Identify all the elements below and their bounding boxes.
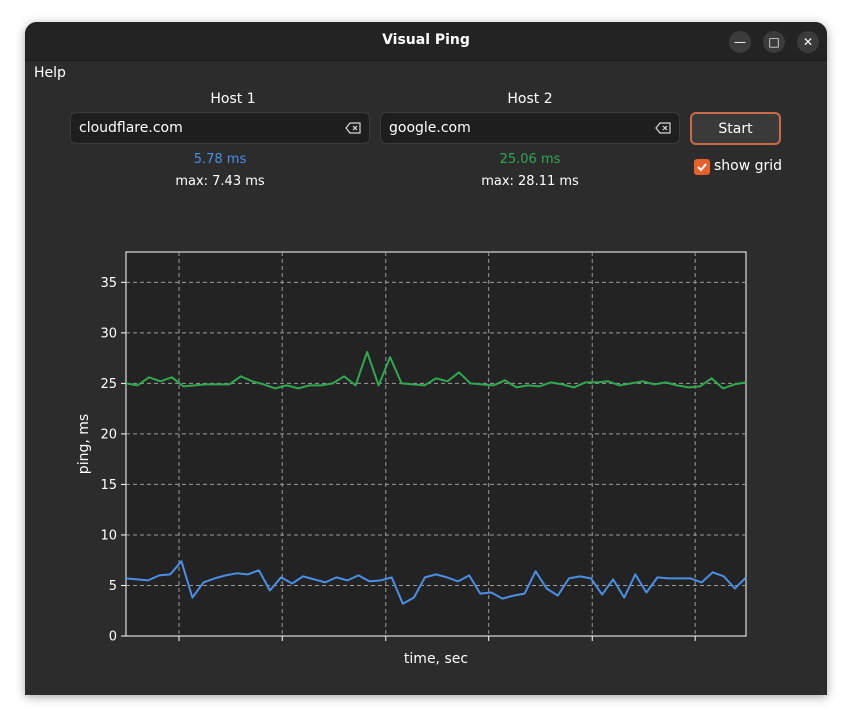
clear-icon[interactable]	[345, 122, 361, 134]
close-button[interactable]: ✕	[797, 31, 819, 53]
y-tick-label: 5	[109, 579, 117, 594]
plot-area	[125, 251, 747, 637]
maximize-button[interactable]: □	[763, 31, 785, 53]
y-axis-label: ping, ms	[76, 414, 92, 474]
menubar: Help	[25, 61, 827, 87]
check-icon	[697, 163, 707, 172]
host1-current-ping: 5.78 ms	[193, 152, 247, 167]
clear-icon[interactable]	[655, 122, 671, 134]
host1-max-ping: max: 7.43 ms	[175, 174, 265, 189]
y-tick-label: 20	[100, 427, 117, 442]
y-tick-label: 30	[100, 326, 117, 341]
host1-label: Host 1	[210, 91, 256, 107]
host2-current-ping: 25.06 ms	[499, 152, 561, 167]
host1-input[interactable]	[79, 117, 329, 139]
menu-help[interactable]: Help	[34, 65, 66, 81]
x-axis-label: time, sec	[404, 651, 468, 667]
host2-entry[interactable]	[380, 112, 680, 144]
host1-entry[interactable]	[70, 112, 370, 144]
y-tick-label: 0	[109, 630, 117, 645]
y-tick-label: 25	[100, 377, 117, 392]
show-grid-checkbox[interactable]	[694, 159, 710, 175]
y-tick-label: 15	[100, 478, 117, 493]
host2-label: Host 2	[507, 91, 553, 107]
minimize-button[interactable]: —	[729, 31, 751, 53]
show-grid-label: show grid	[714, 158, 783, 174]
app-window: Visual Ping — □ ✕ Help Host 1 Host 2 5.7…	[25, 22, 827, 695]
ping-chart: 0 5 10 15 20 25 30 35 time, sec ping, ms	[76, 251, 747, 667]
host2-input[interactable]	[389, 117, 639, 139]
y-tick-label: 35	[100, 276, 117, 291]
series-line-0	[125, 351, 747, 390]
titlebar: Visual Ping — □ ✕	[25, 22, 827, 61]
window-title: Visual Ping	[382, 32, 470, 48]
host2-max-ping: max: 28.11 ms	[481, 174, 579, 189]
series-line-1	[125, 560, 747, 605]
y-tick-label: 10	[100, 528, 117, 543]
start-button[interactable]: Start	[690, 112, 781, 145]
